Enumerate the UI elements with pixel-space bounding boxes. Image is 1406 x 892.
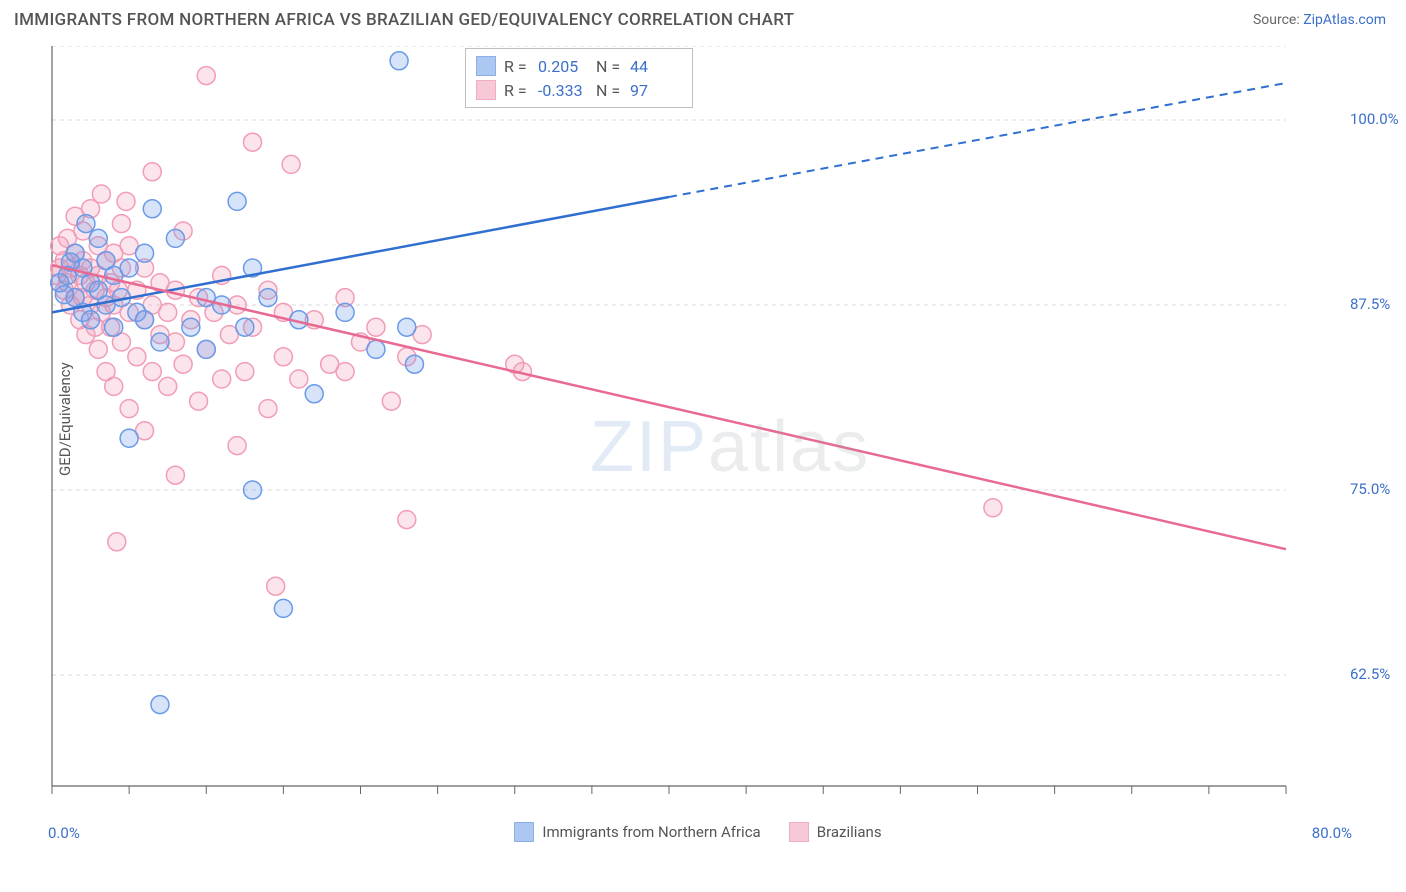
source-attribution: Source: ZipAtlas.com — [1253, 12, 1386, 28]
y-tick-label: 62.5% — [1350, 665, 1400, 683]
legend-row: R = 0.205 N = 44 — [476, 54, 680, 78]
legend-r-value: -0.333 — [538, 81, 588, 100]
series-label: Immigrants from Northern Africa — [542, 823, 760, 841]
legend-swatch — [514, 822, 534, 842]
legend-n-label: N = — [596, 57, 622, 76]
legend-swatch — [789, 822, 809, 842]
legend-row: R = -0.333 N = 97 — [476, 78, 680, 102]
y-tick-label: 87.5% — [1350, 295, 1400, 313]
legend-n-label: N = — [596, 81, 622, 100]
legend-swatch — [476, 56, 496, 76]
x-tick-min: 0.0% — [48, 824, 80, 842]
series-legend-item: Brazilians — [789, 822, 882, 842]
series-legend: Immigrants from Northern Africa Brazilian… — [50, 822, 1346, 842]
legend-n-value: 97 — [630, 81, 680, 100]
legend-r-label: R = — [504, 81, 530, 100]
scatter-plot — [50, 46, 1346, 816]
legend-r-value: 0.205 — [538, 57, 588, 76]
source-label: Source: — [1253, 12, 1300, 28]
y-axis-label: GED/Equivalency — [56, 362, 74, 476]
x-tick-max: 80.0% — [1312, 824, 1352, 842]
y-tick-label: 75.0% — [1350, 480, 1400, 498]
legend-n-value: 44 — [630, 57, 680, 76]
correlation-legend: R = 0.205 N = 44 R = -0.333 N = 97 — [465, 48, 693, 108]
chart-area: GED/Equivalency ZIPatlas R =0.205N =44R … — [50, 46, 1346, 816]
chart-title: IMMIGRANTS FROM NORTHERN AFRICA VS BRAZI… — [14, 10, 794, 30]
y-tick-label: 100.0% — [1350, 110, 1400, 128]
legend-swatch — [476, 80, 496, 100]
legend-r-label: R = — [504, 57, 530, 76]
series-legend-item: Immigrants from Northern Africa — [514, 822, 760, 842]
series-label: Brazilians — [817, 823, 882, 841]
source-link[interactable]: ZipAtlas.com — [1303, 12, 1386, 28]
